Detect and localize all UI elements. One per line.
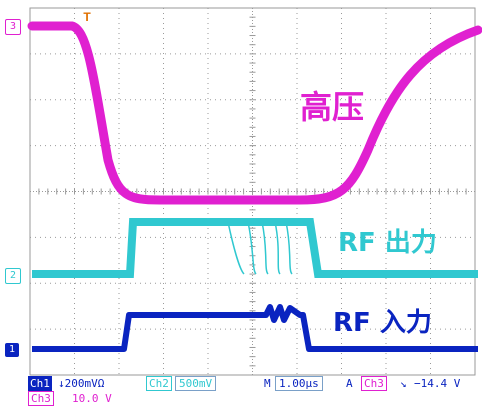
trigger-level: −14.4 V bbox=[414, 377, 461, 390]
trigger-position-marker: T bbox=[83, 10, 91, 24]
ch1-ground-marker: 1 bbox=[5, 343, 19, 357]
timebase-scale[interactable]: 1.00μs bbox=[275, 376, 323, 391]
status-bar: Ch1 ↓200mVΩ Ch2 500mV M 1.00μs A Ch3 ↘ −… bbox=[28, 375, 478, 407]
ch3-scale: 10.0 V bbox=[72, 392, 112, 405]
ch2-ground-marker: 2 bbox=[5, 268, 21, 284]
hv-waveform bbox=[27, 21, 482, 205]
rf-out-ghost-trace bbox=[274, 221, 281, 275]
ch2-scale: 500mV bbox=[175, 376, 217, 391]
rf-in-waveform bbox=[32, 304, 478, 352]
trigger-tag: A bbox=[346, 377, 353, 390]
trigger-source[interactable]: Ch3 bbox=[361, 376, 387, 391]
ch3-ground-marker: 3 bbox=[5, 19, 21, 35]
rf-in-label: RF 入力 bbox=[333, 308, 432, 338]
rf-out-ghost-trace bbox=[285, 221, 293, 275]
hv-label: 高压 bbox=[300, 88, 365, 126]
ch3-tag[interactable]: Ch3 bbox=[28, 391, 54, 406]
rf-out-ghost-trace bbox=[261, 221, 269, 275]
trigger-slope-icon: ↘ bbox=[400, 377, 407, 390]
timebase-tag: M bbox=[264, 377, 271, 390]
rf-out-label: RF 出力 bbox=[338, 228, 437, 258]
ch1-tag[interactable]: Ch1 bbox=[28, 376, 52, 391]
rf-out-ghost-trace bbox=[247, 221, 257, 275]
rf-out-persistence-traces bbox=[227, 221, 293, 275]
rf-out-ghost-trace bbox=[227, 221, 245, 275]
rf-out-waveform bbox=[32, 218, 478, 278]
ch1-scale: ↓200mVΩ bbox=[58, 377, 105, 390]
ch2-tag[interactable]: Ch2 bbox=[146, 376, 172, 391]
